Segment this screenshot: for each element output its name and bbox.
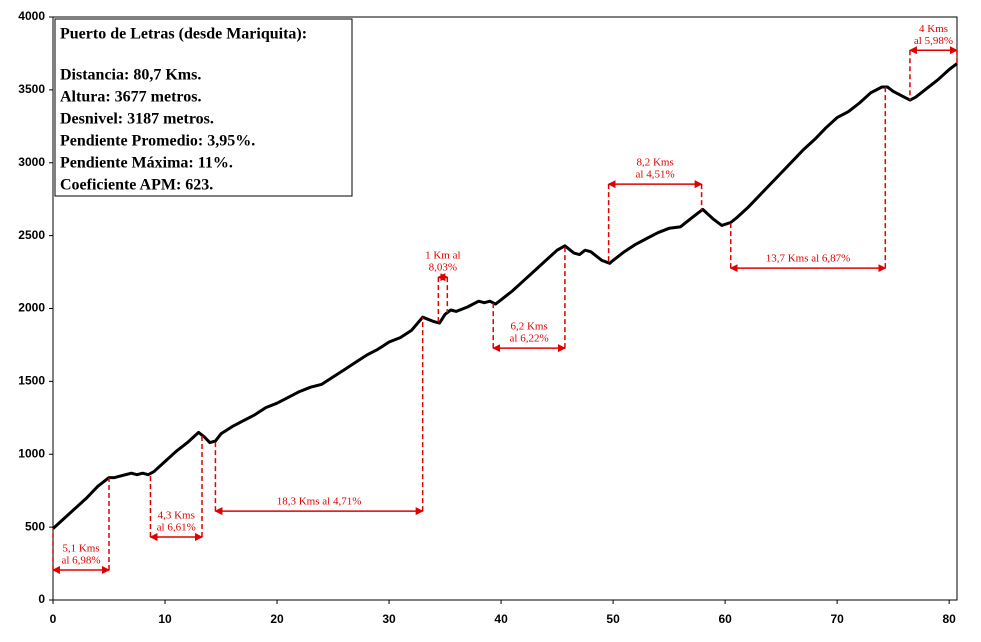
x-tick-label: 30 (382, 612, 396, 626)
y-tick-label: 0 (38, 592, 45, 606)
annotation-label: al 5,98% (914, 35, 953, 47)
y-tick-label: 4000 (18, 9, 45, 23)
x-tick-label: 80 (942, 612, 956, 626)
info-line: Distancia: 80,7 Kms. (60, 67, 201, 84)
x-tick-label: 10 (158, 612, 172, 626)
info-box (54, 18, 353, 197)
y-tick-label: 2000 (18, 301, 45, 315)
annotation-label: 13,7 Kms al 6,87% (766, 253, 851, 265)
annotation-label: al 6,61% (157, 522, 196, 534)
annotation-label: 8,2 Kms (636, 157, 673, 169)
info-line: Altura: 3677 metros. (60, 89, 201, 106)
annotation-label: al 6,22% (510, 333, 549, 345)
info-line: Desnivel: 3187 metros. (60, 111, 214, 128)
annotation-label: 18,3 Kms al 4,71% (277, 496, 362, 508)
y-tick-label: 1500 (18, 374, 45, 388)
x-tick-label: 40 (494, 612, 508, 626)
annotation-label: al 6,98% (61, 555, 100, 567)
x-tick-label: 20 (270, 612, 284, 626)
x-tick-label: 70 (830, 612, 844, 626)
y-tick-label: 3500 (18, 82, 45, 96)
x-tick-label: 0 (50, 612, 57, 626)
annotation-label: 5,1 Kms (62, 543, 99, 555)
annotation-label: 4,3 Kms (158, 510, 195, 522)
annotation-label: 6,2 Kms (510, 321, 547, 333)
y-tick-label: 500 (25, 519, 45, 533)
annotation-label: 4 Kms (919, 23, 948, 35)
x-tick-label: 60 (718, 612, 732, 626)
info-title: Puerto de Letras (desde Mariquita): (60, 26, 307, 43)
annotation-label: 1 Km al (425, 250, 460, 262)
info-line: Coeficiente APM: 623. (60, 177, 213, 194)
y-tick-label: 1000 (18, 446, 45, 460)
annotation-label: 8,03% (429, 262, 457, 274)
profile-line (51, 62, 958, 530)
x-tick-label: 50 (606, 612, 620, 626)
y-tick-label: 3000 (18, 155, 45, 169)
y-tick-label: 2500 (18, 228, 45, 242)
info-line: Pendiente Máxima: 11%. (60, 155, 233, 172)
info-line: Pendiente Promedio: 3,95%. (60, 133, 255, 150)
annotation-label: al 4,51% (636, 169, 675, 181)
